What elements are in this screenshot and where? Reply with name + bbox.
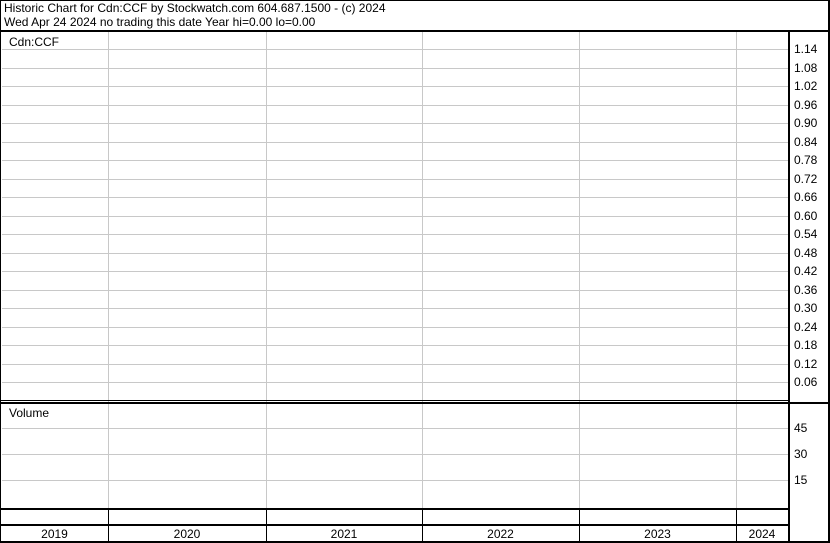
axis-divider xyxy=(788,30,790,543)
price-tick-label: 0.78 xyxy=(794,153,818,167)
year-gridline xyxy=(579,32,580,509)
price-gridline xyxy=(2,327,788,328)
year-gridline xyxy=(266,32,267,509)
year-row-separator xyxy=(579,509,580,542)
price-tick-label: 0.60 xyxy=(794,209,818,223)
year-row-separator xyxy=(422,509,423,542)
price-tick-label: 0.54 xyxy=(794,227,818,241)
price-gridline xyxy=(2,364,788,365)
year-row-divider xyxy=(0,524,790,526)
price-tick-label: 0.24 xyxy=(794,320,818,334)
price-gridline xyxy=(2,345,788,346)
price-gridline xyxy=(2,68,788,69)
volume-panel-label: Volume xyxy=(9,406,50,420)
volume-tick-label: 45 xyxy=(794,421,808,435)
price-tick-label: 0.12 xyxy=(794,357,818,371)
price-gridline xyxy=(2,105,788,106)
price-tick-label: 0.42 xyxy=(794,264,818,278)
outer-border-right xyxy=(828,0,830,543)
volume-bottom xyxy=(0,508,790,510)
panel-divider-1 xyxy=(0,400,790,401)
volume-gridline xyxy=(2,454,788,455)
chart-subtitle: Wed Apr 24 2024 no trading this date Yea… xyxy=(4,15,316,29)
price-tick-label: 1.02 xyxy=(794,79,818,93)
outer-border-top xyxy=(0,0,830,1)
title-divider xyxy=(0,30,830,32)
year-row-separator xyxy=(266,509,267,542)
volume-tick-label: 15 xyxy=(794,473,808,487)
price-gridline xyxy=(2,253,788,254)
year-label: 2024 xyxy=(748,527,776,541)
price-tick-label: 0.96 xyxy=(794,98,818,112)
price-tick-label: 1.08 xyxy=(794,61,818,75)
year-gridline xyxy=(108,32,109,509)
price-gridline xyxy=(2,142,788,143)
price-gridline xyxy=(2,49,788,50)
price-tick-label: 0.84 xyxy=(794,135,818,149)
price-gridline xyxy=(2,216,788,217)
price-panel-label: Cdn:CCF xyxy=(9,35,60,49)
price-tick-label: 0.66 xyxy=(794,190,818,204)
price-tick-label: 1.14 xyxy=(794,42,818,56)
price-gridline xyxy=(2,197,788,198)
price-gridline xyxy=(2,160,788,161)
year-label: 2021 xyxy=(330,527,358,541)
price-gridline xyxy=(2,86,788,87)
price-tick-label: 0.72 xyxy=(794,172,818,186)
year-label: 2022 xyxy=(487,527,514,541)
price-tick-label: 0.90 xyxy=(794,116,818,130)
price-tick-label: 0.48 xyxy=(794,246,818,260)
price-gridline xyxy=(2,234,788,235)
price-gridline xyxy=(2,382,788,383)
price-tick-label: 0.18 xyxy=(794,338,818,352)
year-gridline xyxy=(422,32,423,509)
price-tick-label: 0.36 xyxy=(794,283,818,297)
year-label: 2019 xyxy=(41,527,68,541)
outer-border-left xyxy=(0,0,1,543)
price-gridline xyxy=(2,290,788,291)
price-gridline xyxy=(2,179,788,180)
price-gridline xyxy=(2,308,788,309)
volume-tick-label: 30 xyxy=(794,447,808,461)
price-gridline xyxy=(2,123,788,124)
outer-border-bottom xyxy=(0,541,830,543)
price-tick-label: 0.06 xyxy=(794,375,818,389)
year-gridline xyxy=(736,32,737,509)
year-row-separator xyxy=(736,509,737,542)
volume-gridline xyxy=(2,480,788,481)
chart-title: Historic Chart for Cdn:CCF by Stockwatch… xyxy=(4,1,386,15)
year-row-separator xyxy=(108,509,109,542)
year-label: 2020 xyxy=(173,527,201,541)
year-label: 2023 xyxy=(644,527,671,541)
panel-divider-2 xyxy=(0,402,830,404)
price-tick-label: 0.30 xyxy=(794,301,818,315)
volume-gridline xyxy=(2,428,788,429)
price-gridline xyxy=(2,271,788,272)
